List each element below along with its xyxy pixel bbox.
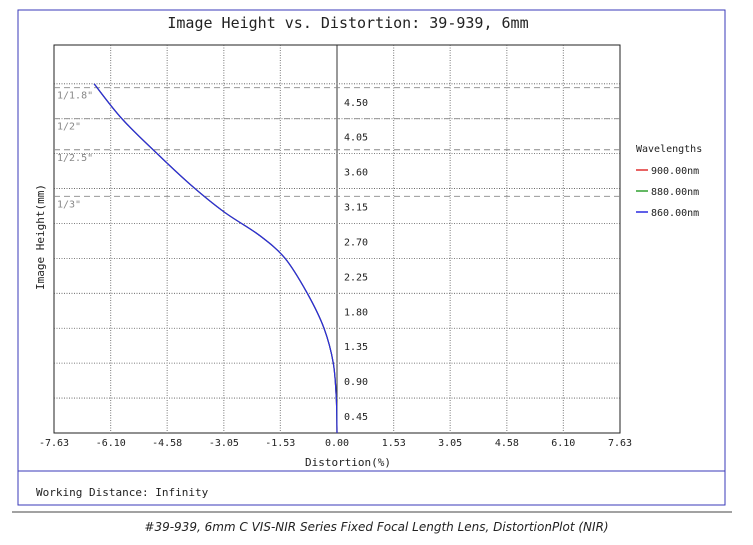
y-tick-label: 1.80: [344, 307, 368, 318]
legend-entry-label: 900.00nm: [651, 166, 699, 177]
legend-entry-label: 880.00nm: [651, 187, 699, 198]
plot-area: -7.63 -6.10 -4.58 -3.05 -1.53 0.00 1.53 3.05 4.5…: [39, 44, 632, 449]
legend: Wavelengths 900.00nm 880.00nm 860.00nm: [636, 144, 702, 219]
x-tick-label: -4.58: [152, 438, 182, 449]
sensor-format-label: 1/3": [57, 199, 81, 210]
x-tick-label: -6.10: [96, 438, 126, 449]
working-distance-label: Working Distance: Infinity: [36, 486, 209, 499]
y-tick-label: 0.45: [344, 412, 368, 423]
x-tick-label: -7.63: [39, 438, 69, 449]
figure-caption: #39-939, 6mm C VIS-NIR Series Fixed Foca…: [144, 520, 609, 534]
legend-title: Wavelengths: [636, 144, 702, 155]
y-tick-label: 2.70: [344, 237, 368, 248]
x-axis-label: Distortion(%): [305, 456, 391, 469]
y-tick-label: 4.05: [344, 133, 368, 144]
x-tick-label: 4.58: [495, 438, 519, 449]
sensor-format-label: 1/2.5": [57, 153, 93, 164]
figure-frame: [17, 9, 726, 506]
x-tick-label: -3.05: [209, 438, 239, 449]
legend-entry-label: 860.00nm: [651, 208, 699, 219]
x-tick-label: 7.63: [608, 438, 632, 449]
series-line-860-00nm: [93, 83, 338, 434]
chart-title: Image Height vs. Distortion: 39-939, 6mm: [167, 14, 528, 32]
x-tick-label: 6.10: [551, 438, 575, 449]
x-tick-label: -1.53: [265, 438, 295, 449]
x-tick-label: 0.00: [325, 438, 349, 449]
y-tick-label: 4.50: [344, 98, 368, 109]
y-tick-label: 2.25: [344, 272, 368, 283]
y-axis-label: Image Height(mm): [34, 184, 47, 290]
y-tick-label: 3.60: [344, 168, 368, 179]
x-tick-label: 1.53: [382, 438, 406, 449]
sensor-format-label: 1/2": [57, 122, 81, 133]
y-tick-label: 3.15: [344, 203, 368, 214]
sensor-format-label: 1/1.8": [57, 91, 93, 102]
y-tick-label: 1.35: [344, 342, 368, 353]
x-tick-label: 3.05: [438, 438, 462, 449]
y-tick-label: 0.90: [344, 377, 368, 388]
